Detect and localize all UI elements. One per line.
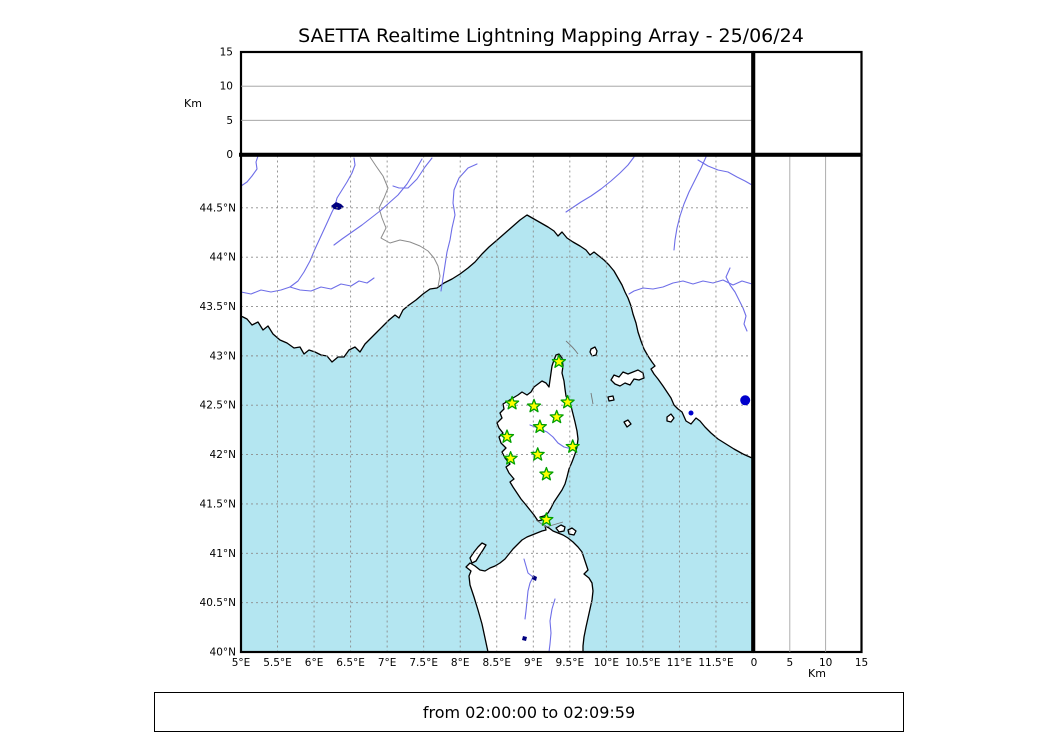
- lat-tick-label: 44°N: [210, 252, 236, 264]
- station-marker: [560, 394, 575, 409]
- altitude-tick-label: 15: [220, 47, 233, 59]
- station-marker: [504, 395, 520, 410]
- lon-tick-label: 5.5°E: [263, 657, 292, 669]
- island-pianosa: [607, 395, 615, 402]
- page-title: SAETTA Realtime Lightning Mapping Array …: [298, 25, 804, 47]
- altitude-latitude-panel: 0 5 10 15 Km: [751, 154, 869, 680]
- island-capraia: [589, 346, 598, 357]
- altitude-tick-label: 10: [220, 81, 233, 93]
- lon-tick-label: 9°E: [524, 657, 543, 669]
- lat-tick-label: 40.5°N: [200, 597, 236, 609]
- coastline-sardinia: [465, 525, 594, 652]
- station-marker: [565, 439, 580, 453]
- island-montecristo: [623, 419, 632, 428]
- latitude-tick-labels: 44.5°N 44°N 43.5°N 43°N 42.5°N 42°N 41.5°N 41°N…: [200, 202, 236, 658]
- station-marker: [503, 451, 518, 465]
- right-panel-tick-labels: 0 5 10 15: [751, 657, 869, 669]
- island-giglio: [666, 413, 675, 423]
- lon-tick-label: 11°E: [667, 657, 692, 669]
- map-gridlines: [241, 155, 753, 652]
- lon-tick-label: 6.5°E: [336, 657, 365, 669]
- station-markers: [499, 354, 580, 526]
- lon-tick-label: 10.5°E: [625, 657, 660, 669]
- lon-tick-label: 10°E: [594, 657, 619, 669]
- coastline-mainland: [241, 155, 753, 459]
- station-marker: [551, 354, 567, 368]
- lon-tick-label: 8.5°E: [482, 657, 511, 669]
- corner-histogram-panel: [752, 50, 863, 156]
- lat-tick-label: 43°N: [210, 350, 236, 362]
- lat-tick-label: 41°N: [210, 548, 236, 560]
- lon-tick-label: 9.5°E: [556, 657, 585, 669]
- altitude-axis-label-top: Km: [184, 97, 202, 110]
- station-marker: [532, 419, 548, 434]
- time-window-text: from 02:00:00 to 02:09:59: [422, 702, 636, 722]
- altitude-axis-label-right: Km: [808, 667, 826, 680]
- station-marker: [526, 398, 542, 413]
- detection-dots: [740, 395, 751, 406]
- altitude-tick-label: 5: [226, 115, 233, 127]
- altitude-tick-label: 10: [819, 657, 832, 669]
- geography-layer: [241, 155, 753, 652]
- time-window-box: from 02:00:00 to 02:09:59: [154, 692, 904, 732]
- altitude-tick-label: 0: [226, 149, 233, 161]
- lat-tick-label: 40°N: [210, 647, 236, 659]
- island-maddalena: [555, 524, 577, 536]
- detection-dot: [740, 395, 751, 406]
- station-marker: [530, 447, 545, 461]
- lat-tick-label: 44.5°N: [200, 202, 236, 214]
- lat-tick-label: 43.5°N: [200, 301, 236, 313]
- lon-tick-label: 7°E: [378, 657, 397, 669]
- coastline-corsica: [496, 353, 579, 522]
- station-marker: [549, 409, 564, 424]
- altitude-longitude-panel: 0 5 10 15 Km: [184, 47, 754, 162]
- lon-tick-label: 6°E: [305, 657, 324, 669]
- longitude-tick-labels: 5°E 5.5°E 6°E 6.5°E 7°E 7.5°E 8°E 8.5°E 9°E 9.5°E…: [232, 657, 734, 669]
- altitude-panel-tick-labels: 0 5 10 15: [220, 47, 233, 162]
- lat-tick-label: 42.5°N: [200, 400, 236, 412]
- lat-tick-label: 41.5°N: [200, 498, 236, 510]
- altitude-tick-label: 5: [786, 657, 793, 669]
- map-artifact-lines: [535, 340, 594, 528]
- lon-tick-label: 5°E: [232, 657, 251, 669]
- station-marker: [539, 466, 554, 481]
- island-elba: [610, 369, 645, 387]
- altitude-panel-gridlines: [241, 85, 753, 121]
- right-panel-gridlines: [789, 155, 827, 652]
- map-panel: 5°E 5.5°E 6°E 6.5°E 7°E 7.5°E 8°E 8.5°E 9°E 9.5°E…: [200, 154, 754, 669]
- station-marker: [539, 512, 554, 526]
- station-marker: [499, 429, 515, 443]
- lon-tick-label: 8°E: [451, 657, 470, 669]
- lon-tick-label: 11.5°E: [698, 657, 733, 669]
- lon-tick-label: 7.5°E: [409, 657, 438, 669]
- altitude-tick-label: 15: [855, 657, 868, 669]
- rivers: [241, 155, 753, 652]
- lat-tick-label: 42°N: [210, 449, 236, 461]
- altitude-tick-label: 0: [751, 657, 758, 669]
